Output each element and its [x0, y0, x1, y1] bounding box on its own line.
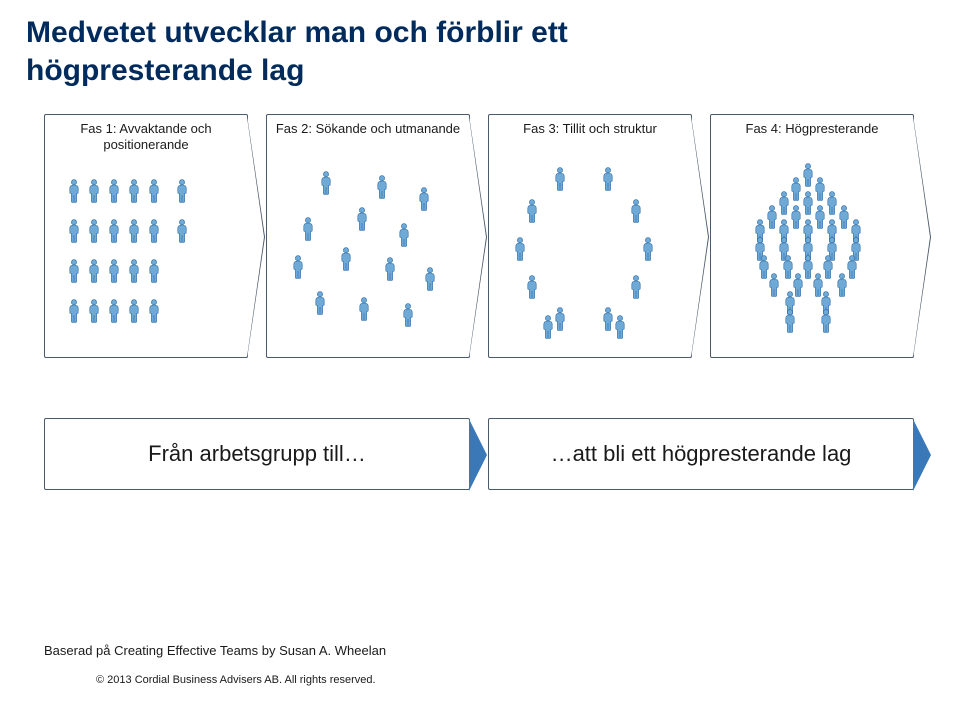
person-icon	[601, 167, 615, 191]
person-icon	[127, 299, 141, 323]
person-icon	[291, 255, 305, 279]
phase-3-label: Fas 3: Tillit och struktur	[489, 121, 691, 137]
person-icon	[107, 179, 121, 203]
person-icon	[127, 219, 141, 243]
person-icon	[375, 175, 389, 199]
person-icon	[87, 259, 101, 283]
phase-2-label: Fas 2: Sökande och utmanande	[267, 121, 469, 137]
page-title: Medvetet utvecklar man och förblir ett h…	[26, 14, 666, 89]
person-icon	[87, 299, 101, 323]
person-icon	[819, 309, 833, 333]
person-icon	[835, 273, 849, 297]
person-icon	[513, 237, 527, 261]
person-icon	[767, 273, 781, 297]
person-icon	[147, 219, 161, 243]
phase-3: Fas 3: Tillit och struktur	[488, 114, 692, 358]
person-icon	[423, 267, 437, 291]
phase-4-body	[711, 163, 913, 351]
person-icon	[553, 307, 567, 331]
person-icon	[175, 219, 189, 243]
bottom-right: …att bli ett högpresterande lag	[488, 418, 914, 490]
person-icon	[339, 247, 353, 271]
person-icon	[67, 179, 81, 203]
phases-row: Fas 1: Avvaktande och positionerande Fas…	[44, 114, 914, 358]
person-icon	[383, 257, 397, 281]
person-icon	[67, 259, 81, 283]
person-icon	[87, 179, 101, 203]
person-icon	[147, 299, 161, 323]
person-icon	[67, 299, 81, 323]
person-icon	[397, 223, 411, 247]
person-icon	[525, 275, 539, 299]
person-icon	[641, 237, 655, 261]
person-icon	[301, 217, 315, 241]
arrow-icon	[469, 419, 487, 491]
phase-2-body	[267, 163, 469, 351]
person-icon	[313, 291, 327, 315]
arrow-icon	[913, 419, 931, 491]
person-icon	[401, 303, 415, 327]
person-icon	[355, 207, 369, 231]
arrow-icon	[913, 115, 931, 359]
person-icon	[67, 219, 81, 243]
person-icon	[541, 315, 555, 339]
person-icon	[175, 179, 189, 203]
person-icon	[127, 179, 141, 203]
person-icon	[783, 309, 797, 333]
bottom-right-text: …att bli ett högpresterande lag	[551, 441, 852, 467]
phase-1-label: Fas 1: Avvaktande och positionerande	[45, 121, 247, 154]
person-icon	[127, 259, 141, 283]
person-icon	[629, 199, 643, 223]
arrow-icon	[691, 115, 709, 359]
phase-1-body	[45, 163, 247, 351]
person-icon	[525, 199, 539, 223]
bottom-row: Från arbetsgrupp till… …att bli ett högp…	[44, 418, 914, 490]
phase-4-label: Fas 4: Högpresterande	[711, 121, 913, 137]
person-icon	[357, 297, 371, 321]
bottom-left: Från arbetsgrupp till…	[44, 418, 470, 490]
copyright: © 2013 Cordial Business Advisers AB. All…	[96, 674, 376, 686]
person-icon	[107, 259, 121, 283]
person-icon	[417, 187, 431, 211]
person-icon	[553, 167, 567, 191]
arrow-icon	[247, 115, 265, 359]
person-icon	[107, 219, 121, 243]
person-icon	[613, 315, 627, 339]
arrow-icon	[469, 115, 487, 359]
person-icon	[107, 299, 121, 323]
person-icon	[87, 219, 101, 243]
phase-3-body	[489, 163, 691, 351]
person-icon	[147, 179, 161, 203]
bottom-left-text: Från arbetsgrupp till…	[148, 441, 366, 467]
phase-4: Fas 4: Högpresterande	[710, 114, 914, 358]
person-icon	[147, 259, 161, 283]
phase-1: Fas 1: Avvaktande och positionerande	[44, 114, 248, 358]
footer-citation: Baserad på Creating Effective Teams by S…	[44, 643, 386, 658]
person-icon	[319, 171, 333, 195]
person-icon	[629, 275, 643, 299]
phase-2: Fas 2: Sökande och utmanande	[266, 114, 470, 358]
